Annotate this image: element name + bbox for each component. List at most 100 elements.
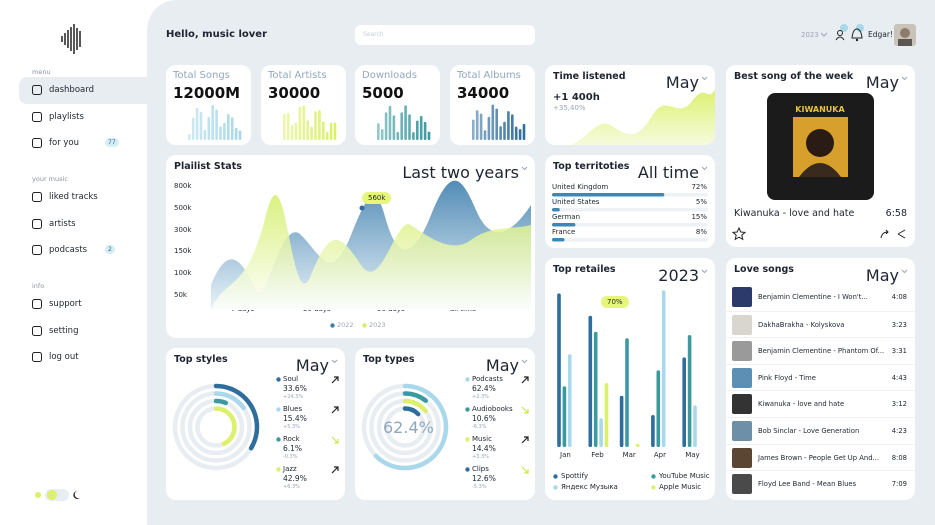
- period-select[interactable]: May: [865, 73, 899, 92]
- territory-name: France: [552, 228, 576, 236]
- search-box[interactable]: Search: [355, 25, 535, 45]
- theme-toggle[interactable]: [33, 488, 83, 502]
- song-row[interactable]: Pink Floyd - Time 4:43: [726, 363, 915, 390]
- song-thumb: [732, 287, 752, 307]
- period-select[interactable]: Last two years: [402, 163, 519, 182]
- spark-bar: [400, 112, 403, 140]
- nav-item[interactable]: support: [19, 291, 147, 318]
- chevron-path: [331, 359, 338, 364]
- card-title: Top territoties: [553, 161, 630, 172]
- song-actions[interactable]: [726, 226, 915, 241]
- song-title: Benjamin Clementine - Phantom Of...: [758, 347, 885, 356]
- nav-item[interactable]: setting: [19, 318, 147, 345]
- nav-item[interactable]: dashboard: [19, 77, 147, 104]
- sparkline: [188, 104, 242, 140]
- nav-icon: [32, 325, 42, 336]
- star-icon[interactable]: [731, 226, 747, 241]
- song-row[interactable]: Benjamin Clementine - Phantom Of... 3:31: [726, 337, 915, 363]
- legend-dot: [651, 474, 656, 479]
- nav-item[interactable]: artists: [19, 211, 147, 238]
- song-row[interactable]: Benjamin Clementine - I Won't... 4:08: [726, 284, 915, 310]
- song-row[interactable]: Floyd Lee Band - Mean Blues 7:09: [726, 470, 915, 496]
- bar-chart: [557, 290, 697, 447]
- period-select[interactable]: May: [485, 356, 519, 375]
- song-thumb: [732, 421, 752, 441]
- bar-track: [552, 238, 708, 242]
- thumb: [732, 474, 752, 495]
- year-select[interactable]: 2023: [801, 31, 819, 39]
- song-row[interactable]: James Brown - People Get Up And... 8:08: [726, 443, 915, 470]
- period-select[interactable]: May: [295, 356, 329, 375]
- legend-dot: [651, 485, 656, 490]
- bar: [604, 383, 609, 447]
- arrow: [521, 406, 529, 414]
- avatar[interactable]: [894, 24, 916, 46]
- dot: [651, 474, 656, 479]
- song-title: Benjamin Clementine - I Won't...: [758, 293, 868, 301]
- bar: [636, 443, 640, 447]
- dot: [276, 467, 281, 472]
- chevron: [521, 359, 528, 364]
- area: [569, 89, 715, 145]
- item-change: +5.3%: [283, 424, 300, 430]
- forward-icon[interactable]: [880, 229, 889, 239]
- song-duration: 6:58: [885, 208, 907, 219]
- share-icon[interactable]: [897, 229, 906, 239]
- period-select[interactable]: May: [865, 266, 899, 285]
- card-title: Top retailes: [553, 264, 616, 275]
- card-title: Best song of the week: [734, 71, 854, 82]
- territory-name: United Kingdom: [552, 183, 609, 191]
- chevron-path: [701, 269, 708, 274]
- song-thumb: [732, 474, 752, 495]
- arrow: [521, 436, 529, 444]
- song-title: Floyd Lee Band - Mean Blues: [758, 480, 857, 489]
- dot: [330, 323, 335, 328]
- spark-bar: [294, 122, 298, 140]
- nav-item[interactable]: playlists: [19, 104, 147, 131]
- top-styles-card: Top styles May Soul 33.6% +24.3% Blues 15.4% +5…: [166, 348, 345, 500]
- ring-arc: [172, 383, 260, 471]
- ring-arc: [384, 406, 426, 448]
- trend-arrow: [521, 406, 529, 414]
- spark-bar: [511, 114, 514, 140]
- item-name: Podcasts: [472, 375, 503, 383]
- nav-item[interactable]: liked tracks: [19, 184, 147, 211]
- song-row[interactable]: DakhaBrakha - Kolyskova 3:23: [726, 310, 915, 337]
- spark-bar: [290, 125, 294, 140]
- spark-bar: [483, 130, 487, 140]
- period-select[interactable]: All time: [637, 163, 699, 182]
- legend-label: 2022: [337, 321, 354, 329]
- ring-arc: [180, 391, 252, 463]
- period-select[interactable]: 2023: [658, 266, 699, 285]
- nav-item[interactable]: podcasts 2: [19, 237, 147, 264]
- nav-item[interactable]: log out: [19, 344, 147, 371]
- stat-card: Total Artists 30000: [261, 65, 346, 145]
- song-row[interactable]: Bob Sinclar - Love Generation 4:23: [726, 417, 915, 443]
- song-row[interactable]: Kiwanuka - love and hate 3:12: [726, 390, 915, 416]
- chevron: [701, 76, 708, 81]
- cover-body: [799, 163, 841, 177]
- arrow: [521, 466, 529, 474]
- tooltip: 560k: [362, 192, 392, 204]
- nav-item[interactable]: for you 77: [19, 130, 147, 157]
- nav-icon: [32, 192, 42, 202]
- chevron-path: [521, 359, 528, 364]
- legend-dot: [553, 474, 558, 479]
- spark-bar: [199, 111, 203, 140]
- spark-bar: [333, 122, 337, 140]
- area-2023: [211, 195, 531, 310]
- y-label: 50k: [174, 291, 187, 299]
- icon-shape: [32, 85, 42, 95]
- territory-bar: [552, 208, 708, 212]
- spark-bar: [507, 111, 510, 140]
- spark-bar: [499, 126, 502, 140]
- nav-badge: 77: [105, 138, 119, 147]
- item-value: 62.4%: [472, 384, 496, 393]
- spark-bar: [314, 111, 317, 140]
- trend-arrow: [331, 376, 339, 384]
- spark-bar: [191, 117, 195, 140]
- arrow: [331, 436, 339, 444]
- period-select[interactable]: May: [665, 73, 699, 92]
- header-icons[interactable]: [835, 24, 875, 44]
- spark-bar: [318, 110, 321, 140]
